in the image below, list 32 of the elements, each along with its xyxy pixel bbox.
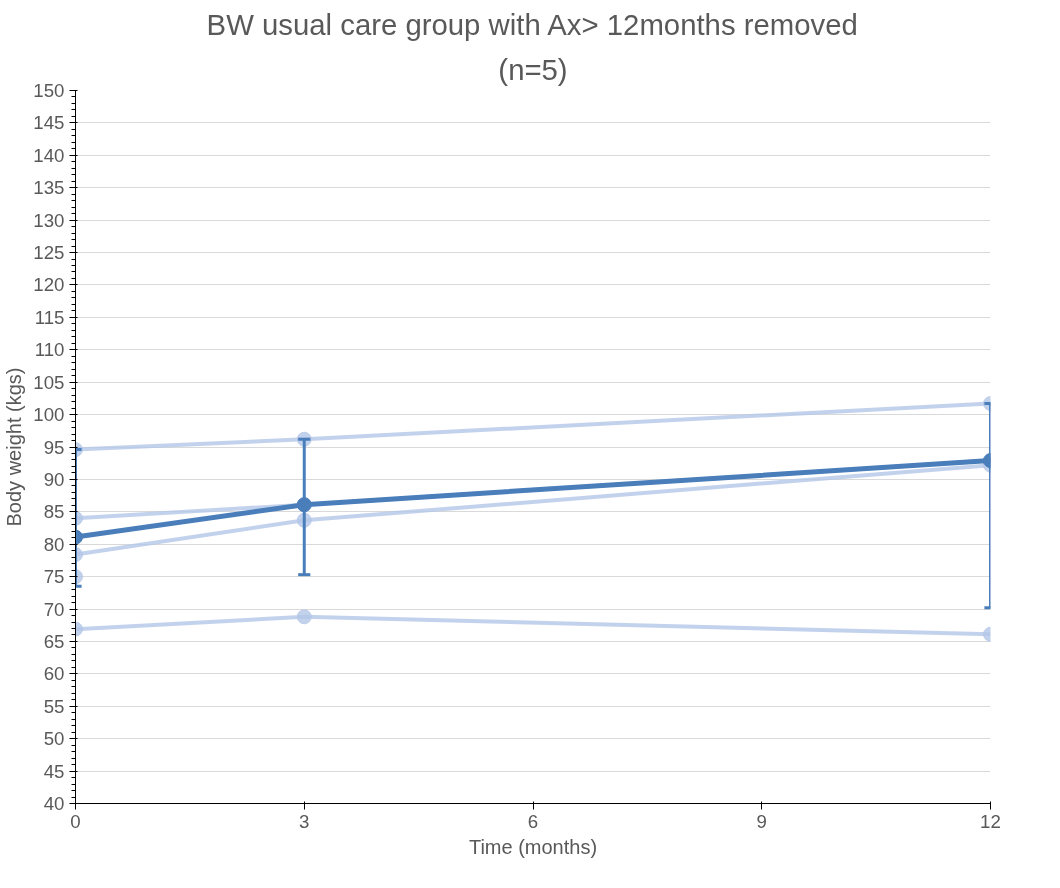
y-tick-label: 130 <box>33 209 65 231</box>
y-axis-title: Body weight (kgs) <box>3 367 26 527</box>
x-axis-title: Time (months) <box>468 835 598 858</box>
y-tick-label: 80 <box>43 533 65 555</box>
y-tick-label: 100 <box>33 404 65 426</box>
y-tick-label: 145 <box>33 112 65 134</box>
y-tick-label: 95 <box>43 436 65 458</box>
y-tick-label: 115 <box>34 306 65 328</box>
y-tick-label: 90 <box>43 468 65 490</box>
y-tick-label: 65 <box>43 630 65 652</box>
x-tick-label: 6 <box>527 810 539 832</box>
y-tick-label: 75 <box>43 566 65 588</box>
y-tick-label: 85 <box>43 501 65 523</box>
y-tick-label: 55 <box>43 695 65 717</box>
x-tick-label: 9 <box>756 810 767 832</box>
y-tick-label: 50 <box>43 728 65 750</box>
x-tick-label: 3 <box>299 810 310 832</box>
chart-title: BW usual care group with Ax> 12months removed <box>206 7 858 41</box>
x-tick-label: 12 <box>980 810 1001 832</box>
x-tick-label: 0 <box>70 810 81 832</box>
y-tick-label: 70 <box>43 598 65 620</box>
y-tick-label: 105 <box>33 371 65 393</box>
y-tick-label: 45 <box>43 760 65 782</box>
y-tick-label: 110 <box>34 339 65 361</box>
y-tick-label: 40 <box>43 793 65 814</box>
y-tick-label: 150 <box>33 80 65 101</box>
chart-subtitle: (n=5) <box>498 52 568 86</box>
y-tick-label: 140 <box>33 144 65 166</box>
y-tick-label: 135 <box>33 177 65 199</box>
y-tick-label: 125 <box>33 242 65 264</box>
y-tick-label: 120 <box>33 274 65 296</box>
y-tick-label: 60 <box>43 663 65 685</box>
